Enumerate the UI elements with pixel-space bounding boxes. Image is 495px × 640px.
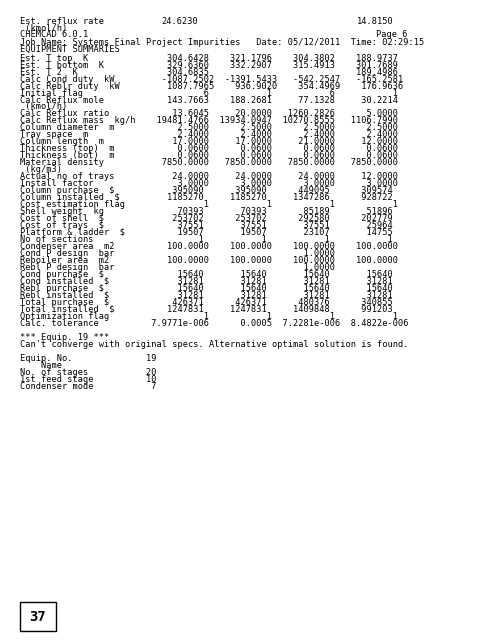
Text: Job Name: Systems Final Project Impurities   Date: 05/12/2011  Time: 02:29:15: Job Name: Systems Final Project Impuriti… bbox=[20, 38, 424, 47]
Text: Cond P design  bar                                    1.0000: Cond P design bar 1.0000 bbox=[20, 248, 335, 258]
Text: Calc Reflux mass  kg/h    19481.4766  13934.0947  10270.8555   1106.7990: Calc Reflux mass kg/h 19481.4766 13934.0… bbox=[20, 116, 397, 125]
Text: Cond purchase  $              15640       15640       15640       15640: Cond purchase $ 15640 15640 15640 15640 bbox=[20, 269, 393, 278]
Text: Calc Cond duty  kW         -1087.2502  -1391.5433   -542.2547   -165.2581: Calc Cond duty kW -1087.2502 -1391.5433 … bbox=[20, 75, 403, 84]
Text: Calc Reflux ratio            13.6045     20.0000   1260.2826      5.0000: Calc Reflux ratio 13.6045 20.0000 1260.2… bbox=[20, 109, 397, 118]
Text: Initial flag                       6           1           6           1: Initial flag 6 1 6 1 bbox=[20, 89, 397, 98]
Text: Cost of trays  $              37551       37551       37551       25964: Cost of trays $ 37551 37551 37551 25964 bbox=[20, 221, 393, 230]
Text: (kg/m3): (kg/m3) bbox=[20, 164, 62, 173]
Text: Condenser mode           7: Condenser mode 7 bbox=[20, 382, 156, 391]
Text: 14.8150: 14.8150 bbox=[357, 17, 394, 26]
Text: No of sections                    1           1           1           1: No of sections 1 1 1 1 bbox=[20, 235, 393, 244]
Text: (kmol/h): (kmol/h) bbox=[20, 24, 67, 33]
Text: Platform & ladder  $          19507       19507       23107       14755: Platform & ladder $ 19507 19507 23107 14… bbox=[20, 228, 393, 237]
Text: (kmol/h): (kmol/h) bbox=[20, 102, 67, 111]
Text: CHEMCAD 6.0.1: CHEMCAD 6.0.1 bbox=[20, 30, 88, 39]
Text: Rebl P design  bar                                    1.0000: Rebl P design bar 1.0000 bbox=[20, 262, 335, 271]
Text: Cost estimation flag               1           1           1           1: Cost estimation flag 1 1 1 1 bbox=[20, 200, 397, 209]
Text: Actual no of trays           24.0000     24.0000     24.0000     12.0000: Actual no of trays 24.0000 24.0000 24.00… bbox=[20, 172, 397, 180]
Text: Thickness (bot)  m            0.0600      0.0600      0.0600      0.0600: Thickness (bot) m 0.0600 0.0600 0.0600 0… bbox=[20, 151, 397, 160]
Text: 37: 37 bbox=[30, 610, 46, 623]
Text: EQUIPMENT SUMMARIES: EQUIPMENT SUMMARIES bbox=[20, 45, 119, 54]
Text: Est. T 2  K                 304.6835                            189.4986: Est. T 2 K 304.6835 189.4986 bbox=[20, 68, 397, 77]
Text: Tray space  m                 2.4000      2.4000      2.4000      2.4000: Tray space m 2.4000 2.4000 2.4000 2.4000 bbox=[20, 130, 397, 139]
Text: Shell weight  kg              70393       70393       85189       51896: Shell weight kg 70393 70393 85189 51896 bbox=[20, 207, 393, 216]
Text: Equip. No.              19: Equip. No. 19 bbox=[20, 354, 156, 363]
Text: Condenser area  m2          100.0000    100.0000    100.0000    100.0000: Condenser area m2 100.0000 100.0000 100.… bbox=[20, 242, 397, 251]
Text: Calc Reblr duty  kW         1087.7965    936.9020    354.4969    176.9636: Calc Reblr duty kW 1087.7965 936.9020 35… bbox=[20, 82, 403, 91]
Text: Name: Name bbox=[20, 361, 62, 370]
Text: Est. T top  K               304.6428    321.1796    304.3802    188.9737: Est. T top K 304.6428 321.1796 304.3802 … bbox=[20, 54, 397, 63]
Text: Total purchase  $            426371      426371      480376      340855: Total purchase $ 426371 426371 480376 34… bbox=[20, 298, 393, 307]
Text: Thickness (top)  m            0.0600      0.0600      0.0600      0.0600: Thickness (top) m 0.0600 0.0600 0.0600 0… bbox=[20, 144, 397, 153]
FancyBboxPatch shape bbox=[20, 602, 56, 631]
Text: Cond installed  $             31281       31281       31281       31281: Cond installed $ 31281 31281 31281 31281 bbox=[20, 276, 393, 285]
Text: 24.6230: 24.6230 bbox=[161, 17, 198, 26]
Text: Rebl purchase  $              15640       15640       15640       15640: Rebl purchase $ 15640 15640 15640 15640 bbox=[20, 284, 393, 292]
Text: Calc. tolerance          7.9771e-006      0.0005  7.2281e-006  8.4822e-006: Calc. tolerance 7.9771e-006 0.0005 7.228… bbox=[20, 319, 408, 328]
Text: Cost of shell  $             253702      253702      292580      202779: Cost of shell $ 253702 253702 292580 202… bbox=[20, 214, 393, 223]
Text: Optimization flag                  1           1           1           1: Optimization flag 1 1 1 1 bbox=[20, 312, 397, 321]
Text: Calc Reflux mole            143.7663    188.2681     77.1328     30.2214: Calc Reflux mole 143.7663 188.2681 77.13… bbox=[20, 96, 397, 105]
Text: Column diameter  m            2.5000      2.5000      2.5000      2.5000: Column diameter m 2.5000 2.5000 2.5000 2… bbox=[20, 123, 397, 132]
Text: Material density           7850.0000   7850.0000   7850.0000   7850.0000: Material density 7850.0000 7850.0000 785… bbox=[20, 158, 397, 167]
Text: Page 6: Page 6 bbox=[376, 30, 407, 39]
Text: *** Equip. 19 ***: *** Equip. 19 *** bbox=[20, 333, 109, 342]
Text: Column installed  $         1185270     1185270     1347286      928722: Column installed $ 1185270 1185270 13472… bbox=[20, 193, 393, 202]
Text: Column length  m             17.0000     17.0000     21.0000     12.0000: Column length m 17.0000 17.0000 21.0000 … bbox=[20, 137, 397, 146]
Text: No. of stages           20: No. of stages 20 bbox=[20, 368, 156, 377]
Text: Est. T bottom  K            329.6360    332.2907    315.4913    301.7689: Est. T bottom K 329.6360 332.2907 315.49… bbox=[20, 61, 397, 70]
Text: Rebl installed  $             31281       31281       31281       31281: Rebl installed $ 31281 31281 31281 31281 bbox=[20, 291, 393, 300]
Text: Column purchase  $           395090      395090      449095      309574: Column purchase $ 395090 395090 449095 3… bbox=[20, 186, 393, 195]
Text: Can't converge with original specs. Alternative optimal solution is found.: Can't converge with original specs. Alte… bbox=[20, 340, 408, 349]
Text: 1st feed stage          10: 1st feed stage 10 bbox=[20, 375, 156, 384]
Text: Total installed  $          1247831     1247831     1409848      991203: Total installed $ 1247831 1247831 140984… bbox=[20, 305, 393, 314]
Text: Install factor                3.0000      3.0000      3.0000      3.0000: Install factor 3.0000 3.0000 3.0000 3.00… bbox=[20, 179, 397, 188]
Text: Est. reflux rate: Est. reflux rate bbox=[20, 17, 103, 26]
Text: Reboiler area  m2           100.0000    100.0000    100.0000    100.0000: Reboiler area m2 100.0000 100.0000 100.0… bbox=[20, 255, 397, 265]
